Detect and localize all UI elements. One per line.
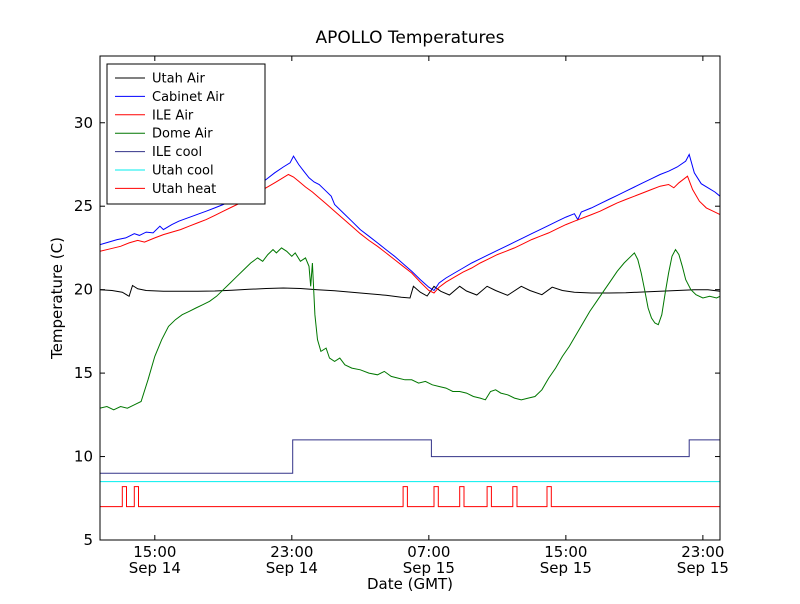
legend-label-utah-air: Utah Air (152, 72, 205, 87)
legend-label-utah-heat: Utah heat (152, 182, 216, 197)
x-tick-date-label: Sep 14 (266, 559, 318, 577)
legend: Utah Air Cabinet Air ILE Air Dome Air ILE co… (106, 63, 266, 205)
legend-label-cabinet-air: Cabinet Air (152, 90, 225, 105)
x-tick-date-label: Sep 15 (540, 559, 592, 577)
x-tick-date-label: Sep 15 (677, 559, 729, 577)
y-axis: 5 10 15 20 25 30 (74, 114, 720, 549)
series-line-utah-heat (100, 486, 720, 508)
legend-label-dome-air: Dome Air (152, 127, 213, 142)
x-tick-time-label: 15:00 (133, 543, 176, 561)
legend-label-ile-air: ILE Air (152, 108, 194, 123)
x-axis-label: Date (GMT) (367, 575, 453, 593)
y-tick-label: 5 (83, 531, 93, 549)
y-axis-label: Temperature (C) (48, 237, 66, 360)
legend-label-utah-cool: Utah cool (152, 164, 214, 179)
series-line-ile-air (100, 173, 720, 294)
x-tick-date-label: Sep 15 (403, 559, 455, 577)
series-line-dome-air (100, 247, 720, 411)
series-line-utah-air (100, 284, 720, 299)
y-tick-label: 10 (74, 448, 93, 466)
series-line-ile-cool (100, 439, 720, 474)
x-tick-time-label: 23:00 (270, 543, 313, 561)
x-tick-time-label: 07:00 (407, 543, 450, 561)
x-tick-time-label: 15:00 (544, 543, 587, 561)
x-tick-date-label: Sep 14 (129, 559, 181, 577)
legend-label-ile-cool: ILE cool (152, 145, 202, 160)
y-tick-label: 20 (74, 281, 93, 299)
series-group (100, 153, 720, 508)
y-tick-label: 25 (74, 197, 93, 215)
series-line-cabinet-air (100, 153, 720, 292)
x-tick-time-label: 23:00 (681, 543, 724, 561)
y-tick-label: 15 (74, 364, 93, 382)
y-tick-label: 30 (74, 114, 93, 132)
legend-box (106, 63, 266, 205)
chart-title: APOLLO Temperatures (316, 28, 505, 48)
axes-frame (99, 55, 721, 541)
